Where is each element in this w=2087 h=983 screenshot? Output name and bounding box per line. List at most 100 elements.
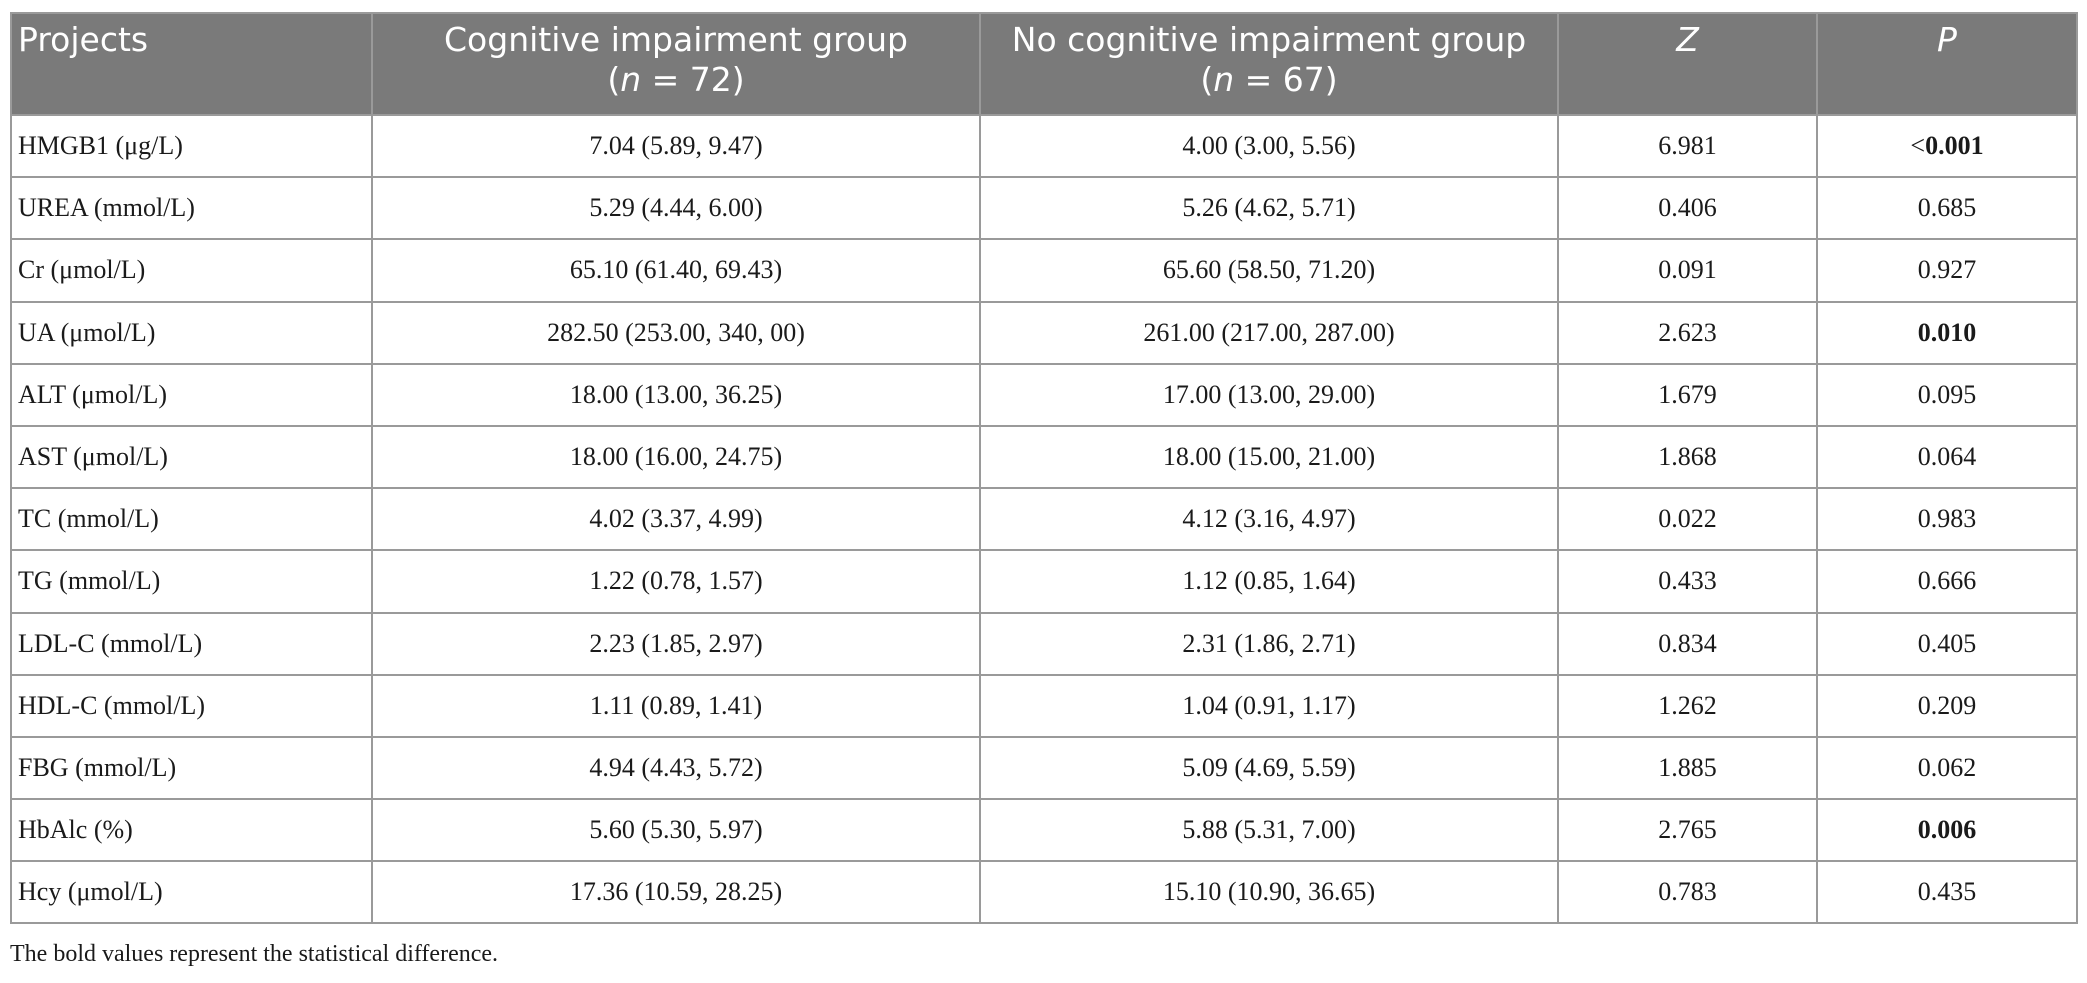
- header-no-cognitive-label: No cognitive impairment group: [1011, 20, 1527, 59]
- cell-no-cognitive-group: 15.10 (10.90, 36.65): [979, 860, 1559, 925]
- cell-no-cognitive-group: 5.09 (4.69, 5.59): [979, 735, 1559, 801]
- cell-p: 0.010: [1816, 300, 2078, 365]
- cell-project: TG (mmol/L): [10, 549, 373, 614]
- cell-no-cognitive-group: 1.04 (0.91, 1.17): [979, 673, 1559, 738]
- cell-p-value: 0.010: [1917, 317, 1977, 347]
- header-cognitive-group: Cognitive impairment group (n = 72): [371, 12, 981, 116]
- cell-z: 0.091: [1557, 238, 1818, 303]
- header-no-cognitive-group: No cognitive impairment group (n = 67): [979, 12, 1559, 116]
- cell-project: Cr (μmol/L): [10, 238, 373, 303]
- cell-no-cognitive-group: 2.31 (1.86, 2.71): [979, 611, 1559, 676]
- cell-cognitive-group: 17.36 (10.59, 28.25): [371, 860, 981, 925]
- cell-project: FBG (mmol/L): [10, 735, 373, 801]
- cell-p: 0.666: [1816, 549, 2078, 614]
- cell-cognitive-group: 282.50 (253.00, 340, 00): [371, 300, 981, 365]
- cell-p-value: 0.435: [1917, 877, 1977, 907]
- cell-project: LDL-C (mmol/L): [10, 611, 373, 676]
- cell-z: 1.679: [1557, 362, 1818, 427]
- cell-p-value: 0.983: [1917, 504, 1977, 534]
- header-no-cognitive-n: (n = 67): [1200, 60, 1338, 99]
- cell-p-value: 0.405: [1917, 628, 1977, 658]
- table-row: UA (μmol/L) 282.50 (253.00, 340, 00) 261.0…: [10, 300, 2078, 365]
- cell-cognitive-group: 1.22 (0.78, 1.57): [371, 549, 981, 614]
- header-no-cognitive-n-value: = 67): [1234, 60, 1338, 99]
- cell-p-value: 0.685: [1917, 193, 1977, 223]
- cell-no-cognitive-group: 4.00 (3.00, 5.56): [979, 113, 1559, 179]
- header-cognitive-label: Cognitive impairment group: [444, 20, 908, 59]
- cell-project: UREA (mmol/L): [10, 176, 373, 241]
- cell-no-cognitive-group: 1.12 (0.85, 1.64): [979, 549, 1559, 614]
- header-no-cognitive-n-letter: n: [1213, 60, 1235, 99]
- cell-no-cognitive-group: 5.26 (4.62, 5.71): [979, 176, 1559, 241]
- cell-p: 0.006: [1816, 798, 2078, 863]
- table-row: ALT (μmol/L) 18.00 (13.00, 36.25) 17.00 (1…: [10, 362, 2078, 427]
- cell-cognitive-group: 5.29 (4.44, 6.00): [371, 176, 981, 241]
- cell-p-value: 0.001: [1925, 131, 1984, 161]
- header-p-label: P: [1937, 20, 1957, 59]
- cell-z: 0.406: [1557, 176, 1818, 241]
- cell-no-cognitive-group: 4.12 (3.16, 4.97): [979, 487, 1559, 552]
- cell-p-value: 0.095: [1917, 379, 1977, 409]
- cell-p: 0.405: [1816, 611, 2078, 676]
- cell-z: 0.433: [1557, 549, 1818, 614]
- cell-no-cognitive-group: 18.00 (15.00, 21.00): [979, 424, 1559, 490]
- cell-z: 6.981: [1557, 113, 1818, 179]
- table-row: Cr (μmol/L) 65.10 (61.40, 69.43) 65.60 (58…: [10, 238, 2078, 303]
- results-table: Projects Cognitive impairment group (n =…: [10, 12, 2078, 925]
- cell-cognitive-group: 7.04 (5.89, 9.47): [371, 113, 981, 179]
- table-row: HbAlc (%) 5.60 (5.30, 5.97) 5.88 (5.31, 7.…: [10, 798, 2078, 863]
- cell-p-value: 0.064: [1917, 442, 1977, 472]
- cell-project: HDL-C (mmol/L): [10, 673, 373, 738]
- table-header: Projects Cognitive impairment group (n =…: [10, 12, 2078, 116]
- cell-project: TC (mmol/L): [10, 487, 373, 552]
- cell-cognitive-group: 1.11 (0.89, 1.41): [371, 673, 981, 738]
- cell-z: 1.885: [1557, 735, 1818, 801]
- cell-z: 0.783: [1557, 860, 1818, 925]
- cell-p: <0.001: [1816, 113, 2078, 179]
- header-cognitive-n: (n = 72): [607, 60, 745, 99]
- cell-p-value: 0.062: [1917, 752, 1977, 782]
- cell-project: HbAlc (%): [10, 798, 373, 863]
- cell-cognitive-group: 5.60 (5.30, 5.97): [371, 798, 981, 863]
- cell-p: 0.095: [1816, 362, 2078, 427]
- cell-p: 0.435: [1816, 860, 2078, 925]
- header-projects-label: Projects: [18, 20, 149, 59]
- cell-p-prefix: <: [1910, 131, 1926, 161]
- table-row: LDL-C (mmol/L) 2.23 (1.85, 2.97) 2.31 (1.8…: [10, 611, 2078, 676]
- table-row: UREA (mmol/L) 5.29 (4.44, 6.00) 5.26 (4.62…: [10, 176, 2078, 241]
- cell-project: UA (μmol/L): [10, 300, 373, 365]
- table-row: HDL-C (mmol/L) 1.11 (0.89, 1.41) 1.04 (0.9…: [10, 673, 2078, 738]
- cell-no-cognitive-group: 261.00 (217.00, 287.00): [979, 300, 1559, 365]
- cell-project: AST (μmol/L): [10, 424, 373, 490]
- cell-p: 0.209: [1816, 673, 2078, 738]
- cell-p-value: 0.006: [1917, 815, 1977, 845]
- results-table-container: Projects Cognitive impairment group (n =…: [10, 12, 2078, 925]
- cell-project: HMGB1 (μg/L): [10, 113, 373, 179]
- cell-p: 0.983: [1816, 487, 2078, 552]
- cell-z: 0.022: [1557, 487, 1818, 552]
- cell-cognitive-group: 4.94 (4.43, 5.72): [371, 735, 981, 801]
- cell-no-cognitive-group: 65.60 (58.50, 71.20): [979, 238, 1559, 303]
- cell-cognitive-group: 65.10 (61.40, 69.43): [371, 238, 981, 303]
- cell-cognitive-group: 4.02 (3.37, 4.99): [371, 487, 981, 552]
- table-row: FBG (mmol/L) 4.94 (4.43, 5.72) 5.09 (4.69,…: [10, 735, 2078, 801]
- table-row: AST (μmol/L) 18.00 (16.00, 24.75) 18.00 (1…: [10, 424, 2078, 490]
- cell-project: Hcy (μmol/L): [10, 860, 373, 925]
- table-body: HMGB1 (μg/L) 7.04 (5.89, 9.47) 4.00 (3.00,…: [10, 113, 2078, 925]
- header-z: Z: [1557, 12, 1818, 116]
- cell-z: 1.262: [1557, 673, 1818, 738]
- cell-z: 0.834: [1557, 611, 1818, 676]
- header-projects: Projects: [10, 12, 373, 116]
- cell-p-value: 0.666: [1917, 566, 1977, 596]
- cell-p: 0.927: [1816, 238, 2078, 303]
- cell-z: 2.765: [1557, 798, 1818, 863]
- cell-p-value: 0.927: [1917, 255, 1977, 285]
- cell-project: ALT (μmol/L): [10, 362, 373, 427]
- table-row: HMGB1 (μg/L) 7.04 (5.89, 9.47) 4.00 (3.00,…: [10, 113, 2078, 179]
- table-row: TG (mmol/L) 1.22 (0.78, 1.57) 1.12 (0.85, …: [10, 549, 2078, 614]
- cell-no-cognitive-group: 17.00 (13.00, 29.00): [979, 362, 1559, 427]
- cell-z: 2.623: [1557, 300, 1818, 365]
- cell-no-cognitive-group: 5.88 (5.31, 7.00): [979, 798, 1559, 863]
- header-cognitive-n-letter: n: [620, 60, 642, 99]
- header-z-label: Z: [1676, 20, 1699, 59]
